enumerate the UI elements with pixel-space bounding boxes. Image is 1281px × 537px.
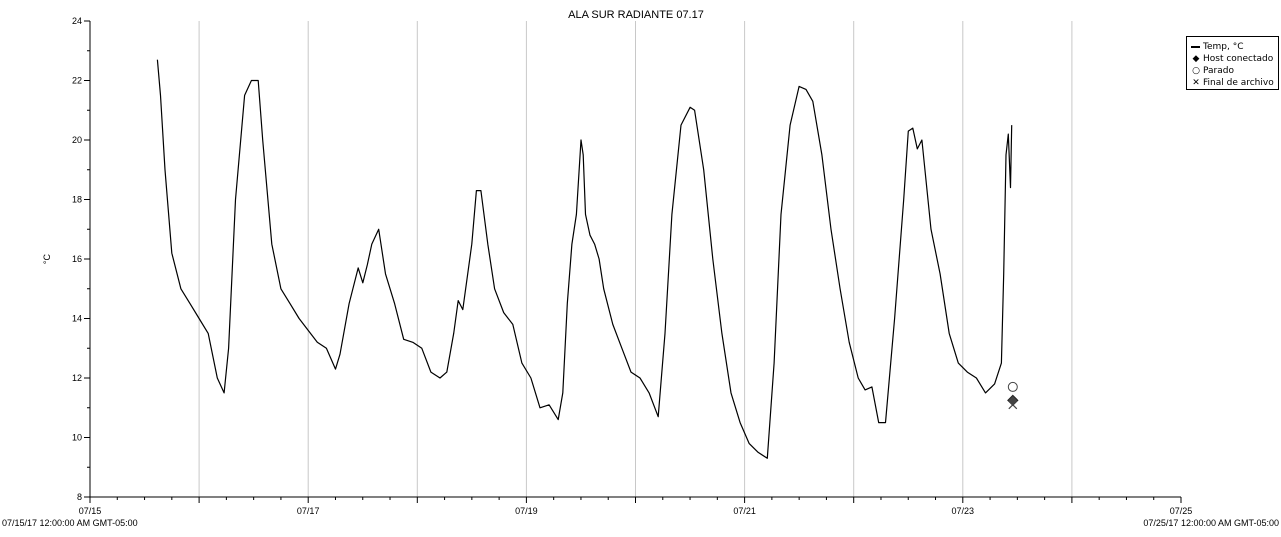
marker-parado [1007,381,1018,392]
legend-label-host: Host conectado [1203,54,1274,64]
legend-label-temp: Temp, °C [1203,42,1244,52]
series-layer [156,59,1013,459]
x-icon: ✕ [1192,78,1200,88]
legend-line-icon [1191,46,1200,48]
diamond-icon: ◆ [1192,54,1200,64]
chart-title: ALA SUR RADIANTE 07.17 [568,9,704,21]
y-tick-label: 20 [72,135,82,145]
y-tick-label: 8 [77,492,82,502]
x-start-label: 07/15/17 12:00:00 AM GMT-05:00 [2,518,138,528]
y-tick-label: 12 [72,373,82,383]
legend-item-parado: ○ Parado [1191,65,1278,77]
y-tick-label: 16 [72,254,82,264]
circle-icon: ○ [1192,66,1200,76]
y-tick-label: 24 [72,16,82,26]
grid-layer [198,21,1073,497]
marker-final-de-archivo [1008,400,1018,410]
x-tick-label: 07/19 [515,506,538,516]
x-end-label: 07/25/17 12:00:00 AM GMT-05:00 [1143,518,1279,528]
y-tick-label: 22 [72,76,82,86]
legend-label-final: Final de archivo [1203,78,1274,88]
x-tick-label: 07/15 [79,506,102,516]
y-axis-label: °C [42,253,52,264]
axis-layer: 8 10 12 14 16 18 20 22 24 07/15 07/17 07/19 07/21 07/… [72,16,1192,516]
legend-label-parado: Parado [1203,66,1234,76]
marker-layer [1007,381,1019,410]
y-tick-label: 18 [72,195,82,205]
y-tick-label: 10 [72,433,82,443]
x-tick-label: 07/17 [297,506,320,516]
legend-item-host: ◆ Host conectado [1191,53,1278,65]
legend-item-final: ✕ Final de archivo [1191,77,1278,89]
series-line [156,59,1013,459]
marker-host-conectado [1007,394,1019,407]
marker-x-stroke [1008,400,1018,410]
legend-item-temp: Temp, °C [1191,41,1278,53]
legend: Temp, °C ◆ Host conectado ○ Parado ✕ Fin… [1186,36,1279,90]
y-tick-label: 14 [72,314,82,324]
x-tick-label: 07/21 [733,506,756,516]
x-tick-label: 07/25 [1170,506,1193,516]
x-tick-label: 07/23 [952,506,975,516]
